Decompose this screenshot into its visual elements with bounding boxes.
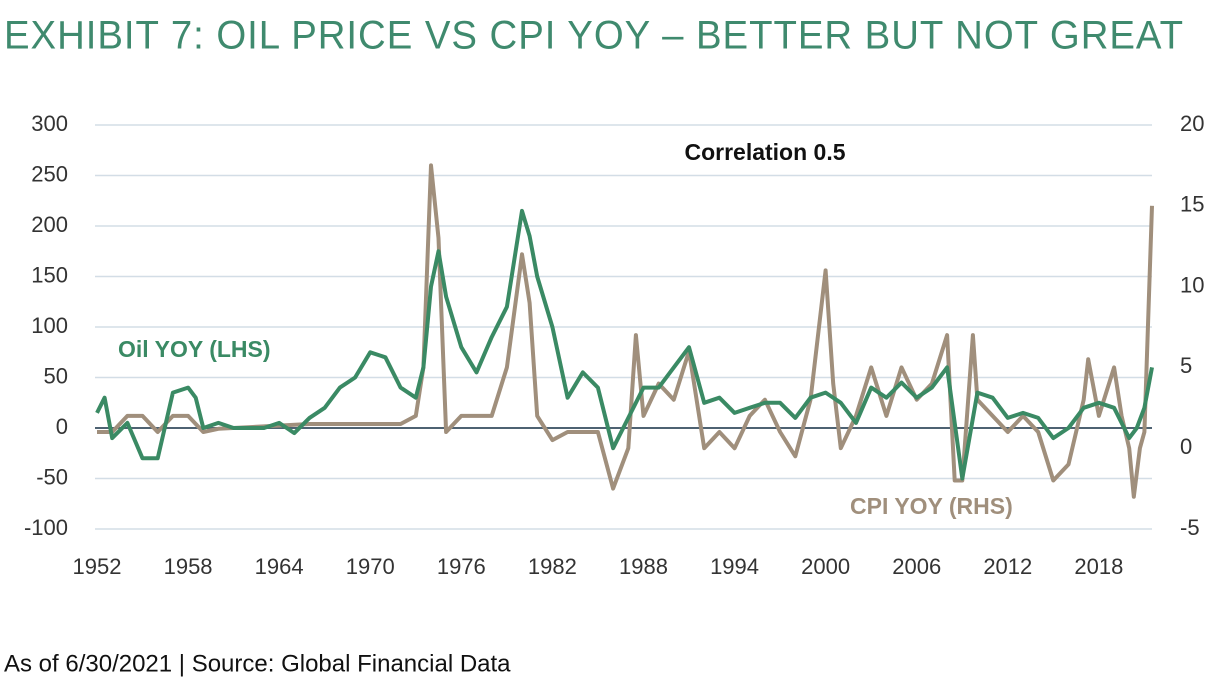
line-series: [97, 163, 1154, 499]
y-tick-label: -100: [24, 515, 68, 540]
y-tick-label: 0: [56, 414, 68, 439]
chart-title: EXHIBIT 7: OIL PRICE VS CPI YOY – BETTER…: [4, 14, 1184, 58]
y-tick-label: 100: [31, 313, 68, 338]
y-tick-label: 300: [31, 111, 68, 136]
y2-tick-label: 10: [1180, 272, 1204, 297]
x-tick-label: 2006: [892, 554, 941, 579]
y-tick-label: 50: [44, 363, 68, 388]
legend-label: CPI YOY (RHS): [850, 493, 1013, 519]
y2-tick-label: -5: [1180, 515, 1200, 540]
legend-label: Oil YOY (LHS): [118, 336, 271, 362]
y2-tick-label: 5: [1180, 353, 1192, 378]
x-tick-label: 1964: [255, 554, 304, 579]
x-tick-label: 1952: [73, 554, 122, 579]
y-tick-label: 200: [31, 212, 68, 237]
x-tick-label: 2000: [801, 554, 850, 579]
y2-tick-label: 15: [1180, 192, 1204, 217]
x-tick-label: 1994: [710, 554, 759, 579]
annotation: Correlation 0.5: [684, 139, 845, 165]
x-tick-label: 1976: [437, 554, 486, 579]
y2-tick-label: 0: [1180, 434, 1192, 459]
y-tick-label: 250: [31, 161, 68, 186]
x-tick-label: 1958: [164, 554, 213, 579]
y-tick-label: 150: [31, 262, 68, 287]
line-series: [95, 208, 1154, 481]
y-tick-label: -50: [36, 464, 68, 489]
x-tick-label: 2012: [983, 554, 1032, 579]
x-tick-label: 1970: [346, 554, 395, 579]
x-tick-label: 1988: [619, 554, 668, 579]
footnote: As of 6/30/2021 | Source: Global Financi…: [4, 650, 511, 677]
x-tick-label: 2018: [1074, 554, 1123, 579]
x-tick-label: 1982: [528, 554, 577, 579]
y2-tick-label: 20: [1180, 111, 1204, 136]
